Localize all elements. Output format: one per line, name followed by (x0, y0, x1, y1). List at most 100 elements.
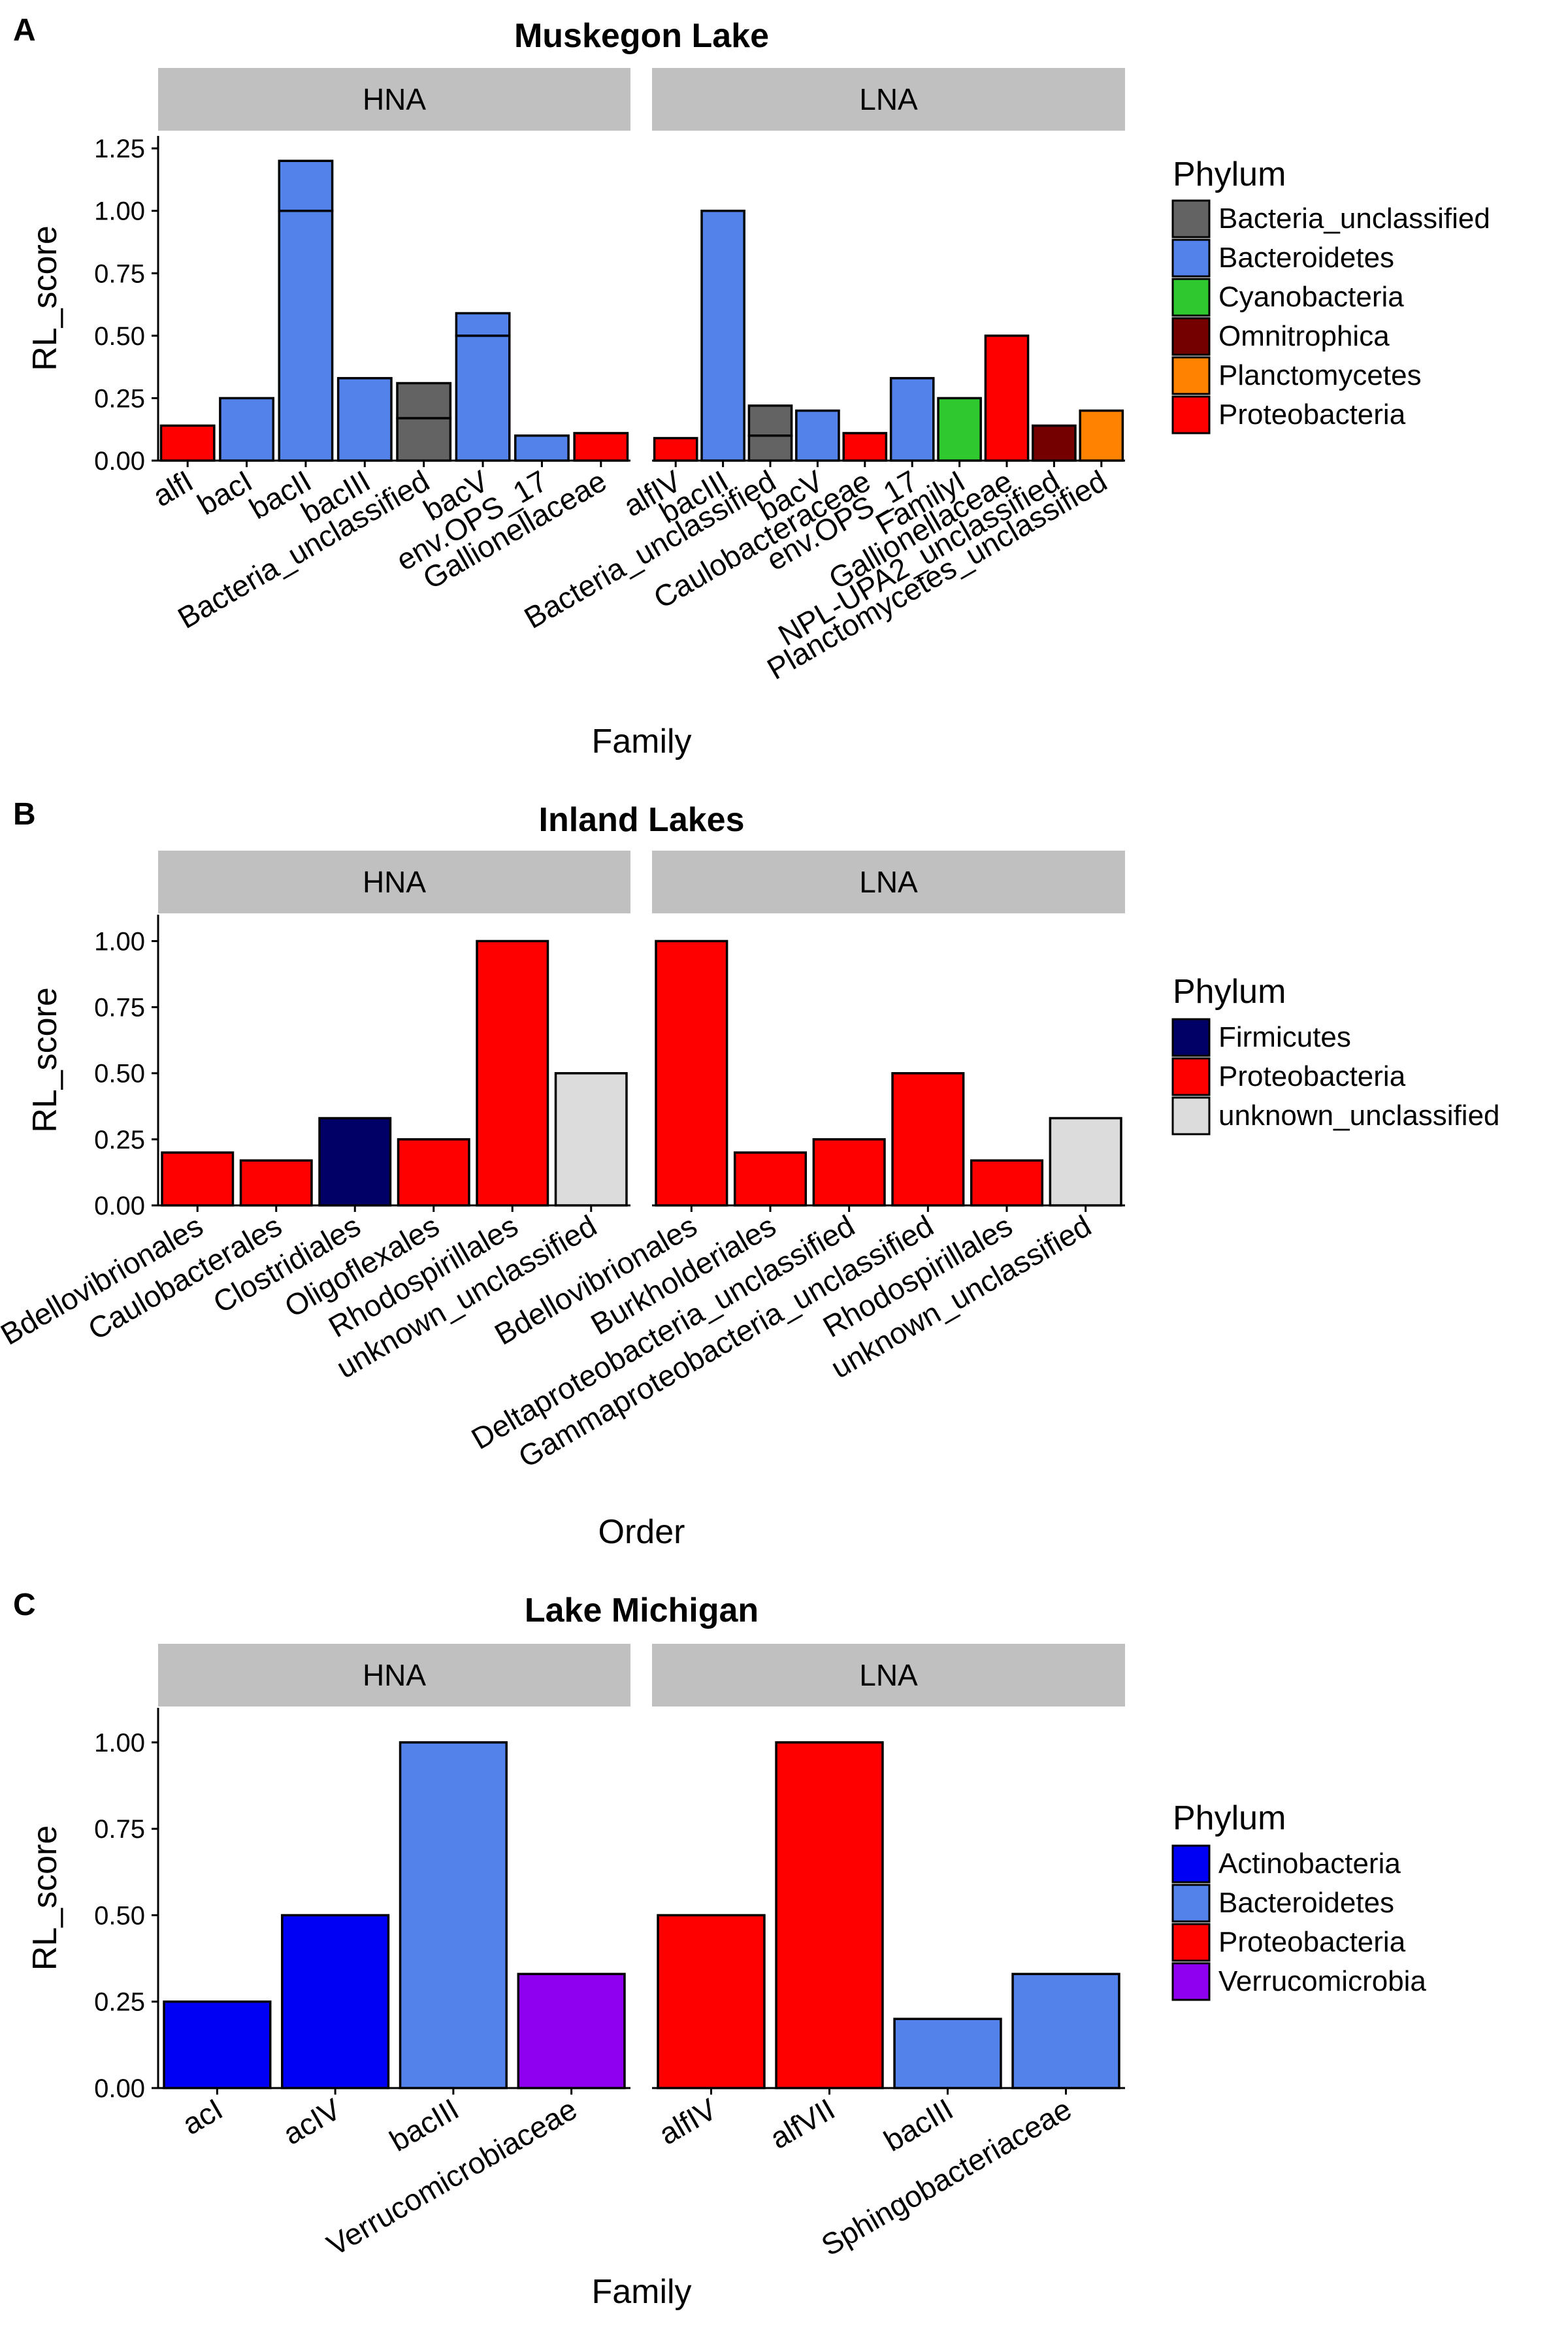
legend-label: Firmicutes (1218, 1021, 1351, 1053)
bar-env-ops-17 (514, 434, 570, 462)
bar-rhodospirillales (476, 939, 549, 1207)
legend-swatch (1171, 199, 1211, 238)
bar-familyi (937, 397, 982, 462)
legend-swatch (1171, 317, 1211, 356)
bar-baciii (399, 1741, 508, 2089)
y-tick-label: 0.75 (94, 259, 145, 288)
bar-baci (219, 397, 274, 462)
facet-strip-label: HNA (363, 865, 426, 899)
legend-label: unknown_unclassified (1218, 1100, 1500, 1132)
legend-label: Bacteroidetes (1218, 1887, 1394, 1919)
y-tick-label: 0.75 (94, 1815, 145, 1844)
y-tick-label: 1.00 (94, 1729, 145, 1757)
bar-bacv (795, 409, 840, 462)
legend-title: Phylum (1173, 1799, 1286, 1837)
facet-strip (652, 1644, 1125, 1707)
y-tick-label: 0.50 (94, 1060, 145, 1088)
bar-bacteria-unclassified-seg0 (747, 434, 793, 462)
bar-deltaproteobacteria-unclassified (812, 1138, 886, 1207)
bar-alfvii (775, 1741, 884, 2089)
y-tick-label: 1.00 (94, 927, 145, 956)
legend-swatch (1171, 1018, 1211, 1057)
legend-swatch (1171, 1923, 1211, 1962)
bar-alfiv (657, 1914, 766, 2089)
bar-bacteria-unclassified-seg0 (396, 417, 452, 462)
bar-baciii (336, 377, 393, 462)
legend-label: Verrucomicrobia (1218, 1965, 1426, 1997)
bar-oligoflexales (397, 1138, 470, 1207)
panel-letter: A (13, 13, 36, 48)
x-axis-title: Order (598, 1513, 685, 1551)
facet-lna: LNAalfIVbacIIIBacteria_unclassifiedbacVC… (519, 68, 1125, 686)
bar-baciii (700, 209, 745, 462)
legend-label: Bacteria_unclassified (1218, 203, 1490, 235)
panel-c: C Lake Michigan 0.00 0.25 0.50 0.75 1.00 RL_sco… (13, 1588, 1426, 2311)
bar-bacv-seg1 (455, 312, 511, 337)
y-axis-title: RL_score (26, 225, 64, 371)
x-tick-label: bacI (191, 464, 257, 522)
legend-label: Actinobacteria (1218, 1848, 1401, 1880)
panel-b: B Inland Lakes 0.00 0.25 0.50 0.75 1.00 RL_scor… (0, 797, 1500, 1551)
bar-gammaproteobacteria-unclassified (891, 1071, 965, 1207)
facet-strip-label: HNA (363, 82, 426, 116)
chart-title: Lake Michigan (525, 1592, 759, 1629)
facet-strip-label: LNA (859, 865, 918, 899)
y-tick-label: 0.00 (94, 1192, 145, 1220)
bar-alfi (159, 424, 216, 462)
bar-gallionellaceae (573, 432, 629, 462)
bar-planctomycetes-unclassified (1079, 409, 1124, 462)
facet-strip (158, 1644, 630, 1707)
chart-title: Muskegon Lake (514, 17, 769, 55)
bar-baciii (893, 2017, 1002, 2089)
bar-burkholderiales (733, 1151, 808, 1207)
x-tick-label: alfIV (653, 2091, 723, 2151)
legend: Phylum Firmicutes Proteobacteria unknown_un… (1171, 973, 1500, 1135)
bar-npl-upa2-unclassified (1032, 424, 1077, 462)
y-tick-label: 0.50 (94, 1901, 145, 1930)
bar-bdellovibrionales (161, 1151, 235, 1207)
legend: Phylum Bacteria_unclassified Bacteroidetes… (1171, 155, 1490, 434)
x-axis-title: Family (591, 2273, 691, 2311)
chart-title: Inland Lakes (539, 801, 745, 839)
legend-label: Omnitrophica (1218, 320, 1390, 352)
bar-bacteria-unclassified-seg1 (747, 404, 793, 437)
legend-title: Phylum (1173, 155, 1286, 193)
facet-strip (158, 68, 630, 131)
legend-label: Bacteroidetes (1218, 242, 1394, 274)
facet-strip-label: LNA (859, 1658, 918, 1692)
legend-label: Proteobacteria (1218, 1060, 1406, 1092)
x-tick-label: acIV (277, 2091, 346, 2151)
facet-strip-label: LNA (859, 82, 918, 116)
legend-swatch (1171, 1884, 1211, 1923)
legend-swatch (1171, 238, 1211, 278)
bar-caulobacterales (239, 1159, 313, 1207)
facet-strip (652, 68, 1125, 131)
bar-caulobacteraceae (842, 432, 888, 462)
bar-verrucomicrobiaceae (517, 1972, 626, 2089)
legend-label: Planctomycetes (1218, 359, 1422, 391)
bar-env-ops-17 (889, 377, 935, 462)
y-tick-label: 0.00 (94, 2074, 145, 2103)
y-tick-label: 0.25 (94, 384, 145, 413)
x-tick-label: alfVII (764, 2092, 841, 2155)
bar-rhodospirillales (970, 1159, 1044, 1207)
legend: Phylum Actinobacteria Bacteroidetes Proteob… (1171, 1799, 1426, 2001)
bar-aciv (281, 1914, 390, 2089)
legend-title: Phylum (1173, 973, 1286, 1011)
bar-unknown-unclassified (554, 1071, 628, 1207)
bar-bacii-seg1 (278, 159, 334, 212)
legend-swatch (1171, 1057, 1211, 1096)
legend-swatch (1171, 1962, 1211, 2001)
x-tick-label: acI (176, 2092, 228, 2142)
y-axis-title: RL_score (26, 1825, 64, 1971)
bar-bdellovibrionales (655, 939, 728, 1207)
bar-sphingobacteriaceae (1011, 1972, 1120, 2089)
bar-unknown-unclassified (1049, 1117, 1122, 1207)
x-tick-label: bacIII (878, 2092, 958, 2158)
legend-swatch (1171, 278, 1211, 317)
x-tick-label: alfI (147, 464, 199, 514)
y-tick-label: 0.25 (94, 1126, 145, 1154)
legend-swatch (1171, 1844, 1211, 1884)
